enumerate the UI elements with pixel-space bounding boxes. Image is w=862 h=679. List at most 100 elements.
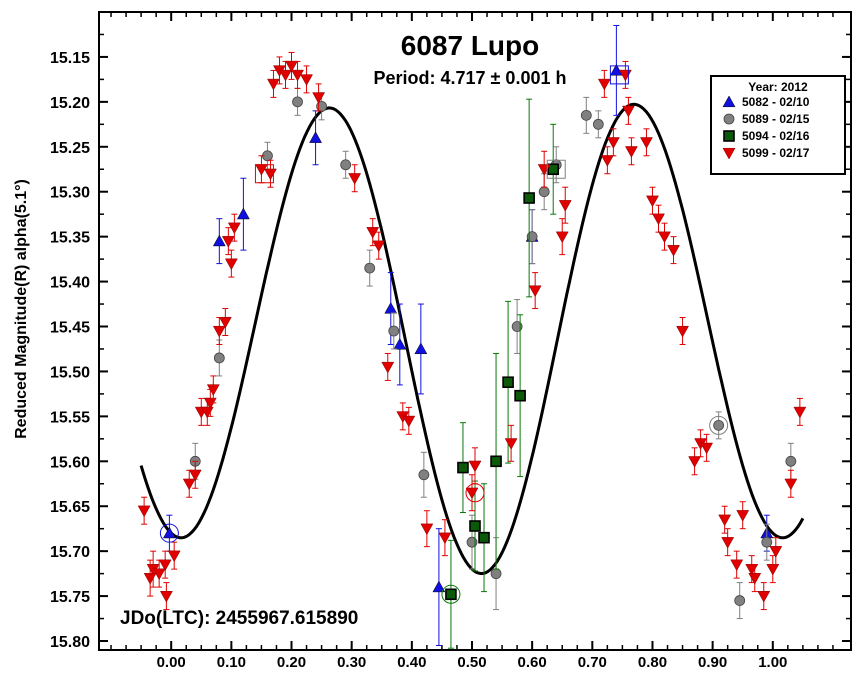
data-point <box>340 159 352 171</box>
legend-marker <box>722 95 736 108</box>
legend-label: 5082 - 02/10 <box>742 95 810 109</box>
data-point <box>766 564 780 576</box>
data-point <box>300 74 313 86</box>
data-point <box>236 207 250 220</box>
data-point <box>227 222 241 235</box>
data-point <box>465 487 479 500</box>
data-point <box>736 510 750 522</box>
data-point <box>793 406 807 419</box>
data-point <box>466 536 478 548</box>
data-point <box>267 78 280 91</box>
data-point <box>213 352 225 364</box>
plot-frame <box>98 11 852 651</box>
data-point <box>218 316 232 329</box>
data-point <box>646 195 659 208</box>
legend-marker <box>722 147 736 160</box>
data-point <box>372 240 386 253</box>
data-point <box>159 591 173 603</box>
y-tick-label: 15.45 <box>50 320 90 337</box>
data-point <box>438 532 452 545</box>
y-tick-label: 15.20 <box>50 95 90 112</box>
data-point <box>514 389 526 402</box>
data-point <box>558 200 572 212</box>
epoch-annotation: JDo(LTC): 2455967.615890 <box>120 608 359 629</box>
data-point <box>555 231 569 244</box>
data-point <box>538 186 550 198</box>
data-point <box>224 258 238 271</box>
data-point <box>606 137 620 149</box>
data-point <box>502 376 514 389</box>
data-point <box>490 455 502 468</box>
data-point <box>366 227 380 239</box>
data-point <box>713 419 725 431</box>
data-point <box>188 469 202 482</box>
x-tick-label: 0.60 <box>518 654 547 671</box>
highlight-square <box>609 65 629 85</box>
y-tick-label: 15.35 <box>50 230 90 247</box>
legend-marker <box>723 130 735 142</box>
data-point <box>700 442 714 455</box>
legend-marker-icon <box>723 130 735 142</box>
y-tick-label: 15.25 <box>50 140 90 157</box>
highlight-circle <box>441 584 461 604</box>
legend-label: 5089 - 02/15 <box>742 112 810 126</box>
data-point <box>414 342 428 355</box>
legend-label: 5094 - 02/16 <box>742 129 810 143</box>
data-point <box>292 96 303 108</box>
data-point <box>221 236 235 248</box>
data-point <box>523 192 535 204</box>
data-point <box>547 163 560 176</box>
data-point <box>418 469 430 481</box>
x-tick-label: 0.80 <box>638 654 667 671</box>
data-point <box>600 155 614 167</box>
data-point <box>212 325 226 338</box>
x-tick-label: 0.20 <box>277 654 306 671</box>
data-point <box>137 505 151 518</box>
x-tick-label: 0.10 <box>217 654 246 671</box>
data-point <box>381 361 395 374</box>
data-point <box>734 595 746 606</box>
data-point <box>167 550 181 563</box>
data-point <box>730 559 744 572</box>
data-point <box>316 100 327 112</box>
y-tick-label: 15.55 <box>50 409 90 426</box>
data-point <box>761 536 773 548</box>
data-point <box>597 78 611 91</box>
highlight-circle <box>159 523 179 543</box>
data-point <box>312 92 326 104</box>
data-point <box>580 109 592 121</box>
data-point <box>457 461 469 474</box>
x-tick-label: 0.30 <box>337 654 366 671</box>
data-point <box>468 460 482 473</box>
legend-marker-icon <box>722 147 736 160</box>
highlight-circle <box>465 483 485 503</box>
y-tick-label: 15.75 <box>50 589 90 606</box>
data-point <box>264 168 277 181</box>
legend-title: Year: 2012 <box>748 80 808 94</box>
chart-title: 6087 Lupo <box>400 30 540 61</box>
data-point <box>592 118 604 130</box>
data-point <box>676 325 689 338</box>
data-point <box>621 105 635 118</box>
data-point <box>364 262 376 274</box>
legend: Year: 2012 5082 - 02/10 5089 - 02/15 5094 … <box>710 75 846 175</box>
data-point <box>143 573 157 585</box>
data-point <box>658 231 671 244</box>
highlight-square <box>546 159 566 179</box>
legend-item: 5082 - 02/10 <box>712 94 844 111</box>
data-point <box>285 60 298 73</box>
x-tick-label: 0.90 <box>698 654 727 671</box>
y-tick-label: 15.60 <box>50 454 90 471</box>
data-point <box>279 69 292 82</box>
x-tick-label: 1.00 <box>758 654 787 671</box>
legend-item: 5089 - 02/15 <box>712 111 844 128</box>
data-point <box>718 514 732 527</box>
data-point <box>309 131 323 143</box>
data-point <box>526 231 538 243</box>
data-point <box>609 63 623 76</box>
x-tick-label: 0.50 <box>457 654 486 671</box>
legend-label: 5099 - 02/17 <box>742 146 810 160</box>
data-point <box>769 546 783 558</box>
data-point <box>757 591 771 603</box>
data-points <box>137 24 807 649</box>
